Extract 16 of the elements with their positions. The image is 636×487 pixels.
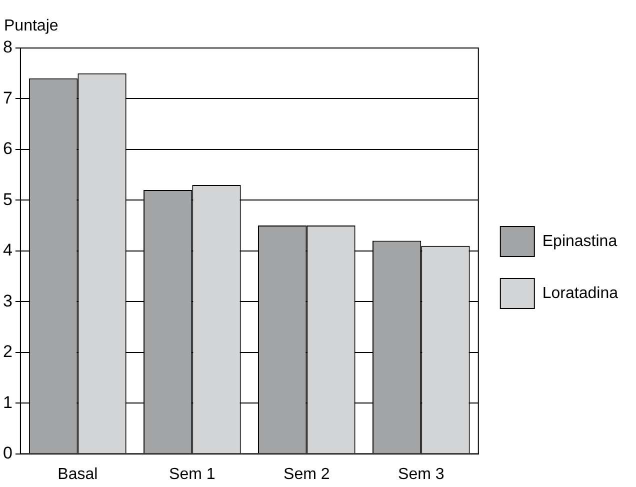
y-tick-label: 4 [2,240,12,260]
legend-label: Loratadina [542,284,618,302]
x-tick-label: Sem 1 [169,466,216,483]
y-tick-label: 1 [2,392,12,412]
y-tick-label: 0 [2,443,12,462]
legend-label: Epinastina [542,232,618,250]
y-tick-label: 2 [2,342,12,362]
y-tick-label: 7 [2,88,12,108]
y-tick-label: 8 [2,38,12,57]
x-tick-label: Sem 3 [398,466,444,483]
y-tick-label: 3 [2,291,12,310]
y-axis-title: Puntaje [4,17,58,34]
y-tick-label: 5 [2,190,12,209]
x-tick-label: Basal [58,466,98,483]
x-tick-label: Sem 2 [284,466,330,483]
y-tick-label: 6 [2,139,12,158]
